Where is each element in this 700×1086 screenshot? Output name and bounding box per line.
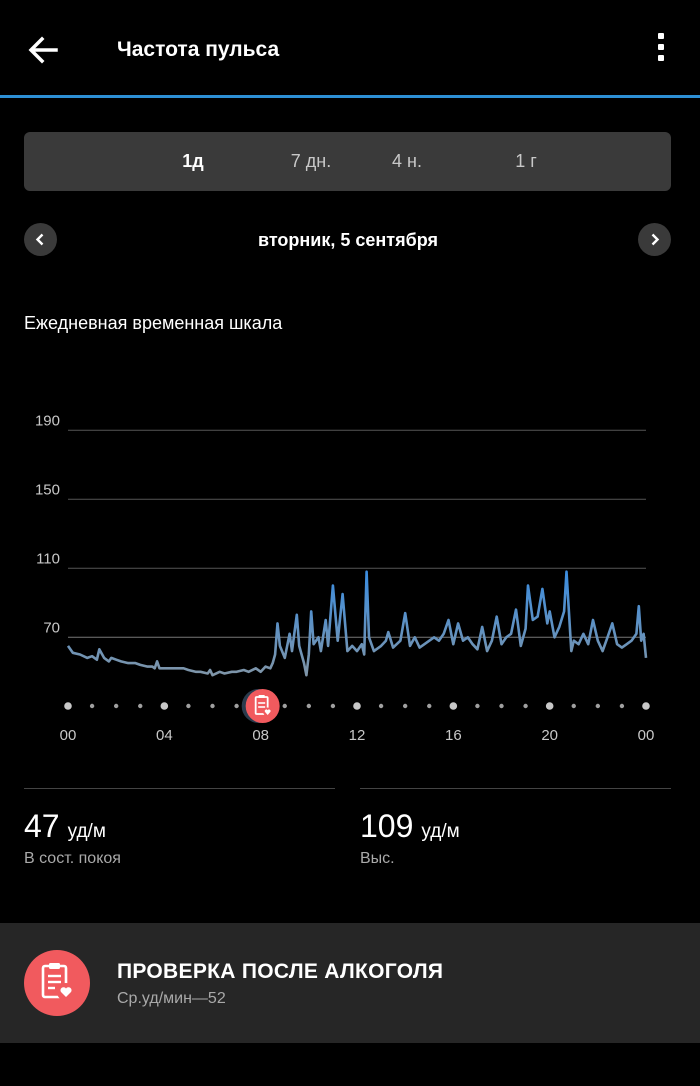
resting-heart-rate-value: 47 уд/м (24, 808, 106, 845)
heart-rate-series-line (66, 570, 648, 677)
x-axis-dot (475, 703, 480, 709)
x-tick-label: 16 (445, 727, 462, 744)
x-tick-label: 00 (638, 727, 655, 744)
tab-4-weeks[interactable]: 4 н. (392, 151, 422, 171)
more-options-button[interactable] (644, 30, 678, 70)
resting-value-unit: уд/м (67, 821, 106, 842)
page-title: Частота пульса (117, 38, 280, 61)
x-axis-dot (138, 703, 143, 709)
tab-7-days[interactable]: 7 дн. (290, 151, 332, 171)
y-tick-label: 110 (36, 550, 60, 567)
x-axis-dot (402, 703, 408, 709)
heart-rate-chart-svg: 70 110 150 190 00 04 08 12 16 20 00 (35, 412, 655, 744)
chevron-right-icon (651, 233, 660, 246)
x-axis-dot (64, 702, 72, 710)
max-heart-rate-value: 109 уд/м (360, 808, 460, 845)
x-axis-dot (449, 702, 458, 710)
max-value-number: 109 (360, 808, 414, 844)
x-axis-dot (282, 703, 287, 709)
heart-rate-chart: 70 110 150 190 00 04 08 12 16 20 00 (0, 390, 700, 750)
section-title: Ежедневная временная шкала (24, 313, 283, 333)
x-axis-dot (642, 702, 650, 710)
next-day-button[interactable] (638, 223, 671, 256)
resting-heart-rate-caption: В сост. покоя (24, 850, 121, 867)
header-accent-line (0, 95, 700, 98)
max-heart-rate-caption: Выс. (360, 850, 395, 867)
top-app-bar: Частота пульса (0, 0, 700, 96)
x-axis-dot (353, 702, 361, 710)
clipboard-heart-icon (41, 963, 75, 1001)
activity-marker[interactable] (241, 689, 280, 723)
x-axis-dot (186, 703, 191, 709)
x-tick-label: 04 (156, 727, 173, 744)
x-axis-dot (571, 703, 576, 709)
x-axis-dot (113, 703, 119, 709)
more-vertical-icon (644, 33, 678, 61)
resting-value-number: 47 (24, 808, 60, 844)
activity-title: ПРОВЕРКА ПОСЛЕ АЛКОГОЛЯ (117, 960, 444, 983)
x-axis-dot (499, 703, 504, 709)
x-axis-dot (160, 702, 169, 710)
x-axis-dot (234, 703, 239, 709)
y-tick-label: 70 (43, 619, 60, 636)
x-axis-dot (210, 703, 215, 709)
x-axis-dot (306, 703, 312, 709)
activity-subtitle: Ср.уд/мин—52 (117, 990, 226, 1007)
stat-divider-left (24, 788, 335, 789)
x-axis-dot (595, 703, 601, 709)
tab-1-day[interactable]: 1д (182, 151, 204, 171)
x-axis-dot (427, 703, 432, 709)
x-axis-dot (89, 703, 95, 709)
clipboard-heart-icon (254, 695, 273, 717)
x-axis-dot (619, 703, 625, 709)
x-axis-dot (545, 702, 554, 710)
activity-card[interactable] (0, 923, 700, 1043)
range-tabs: 1д 7 дн. 4 н. 1 г (24, 132, 671, 191)
x-tick-label: 12 (349, 727, 366, 744)
previous-day-button[interactable] (24, 223, 57, 256)
date-label: вторник, 5 сентября (258, 230, 438, 250)
x-tick-label: 20 (541, 727, 558, 744)
tab-1-year[interactable]: 1 г (515, 151, 537, 171)
x-axis-dot (523, 703, 528, 709)
activity-icon-badge (24, 950, 90, 1016)
stat-divider-right (360, 788, 671, 789)
x-tick-label: 00 (60, 727, 77, 744)
x-tick-label: 08 (252, 727, 269, 744)
x-axis-dot (378, 703, 384, 709)
y-tick-label: 150 (35, 481, 60, 498)
y-tick-label: 190 (35, 412, 60, 429)
back-button[interactable] (22, 28, 66, 72)
arrow-left-icon (28, 36, 58, 64)
max-value-unit: уд/м (421, 821, 460, 842)
x-axis-dot (330, 703, 336, 709)
chevron-left-icon (35, 233, 44, 246)
